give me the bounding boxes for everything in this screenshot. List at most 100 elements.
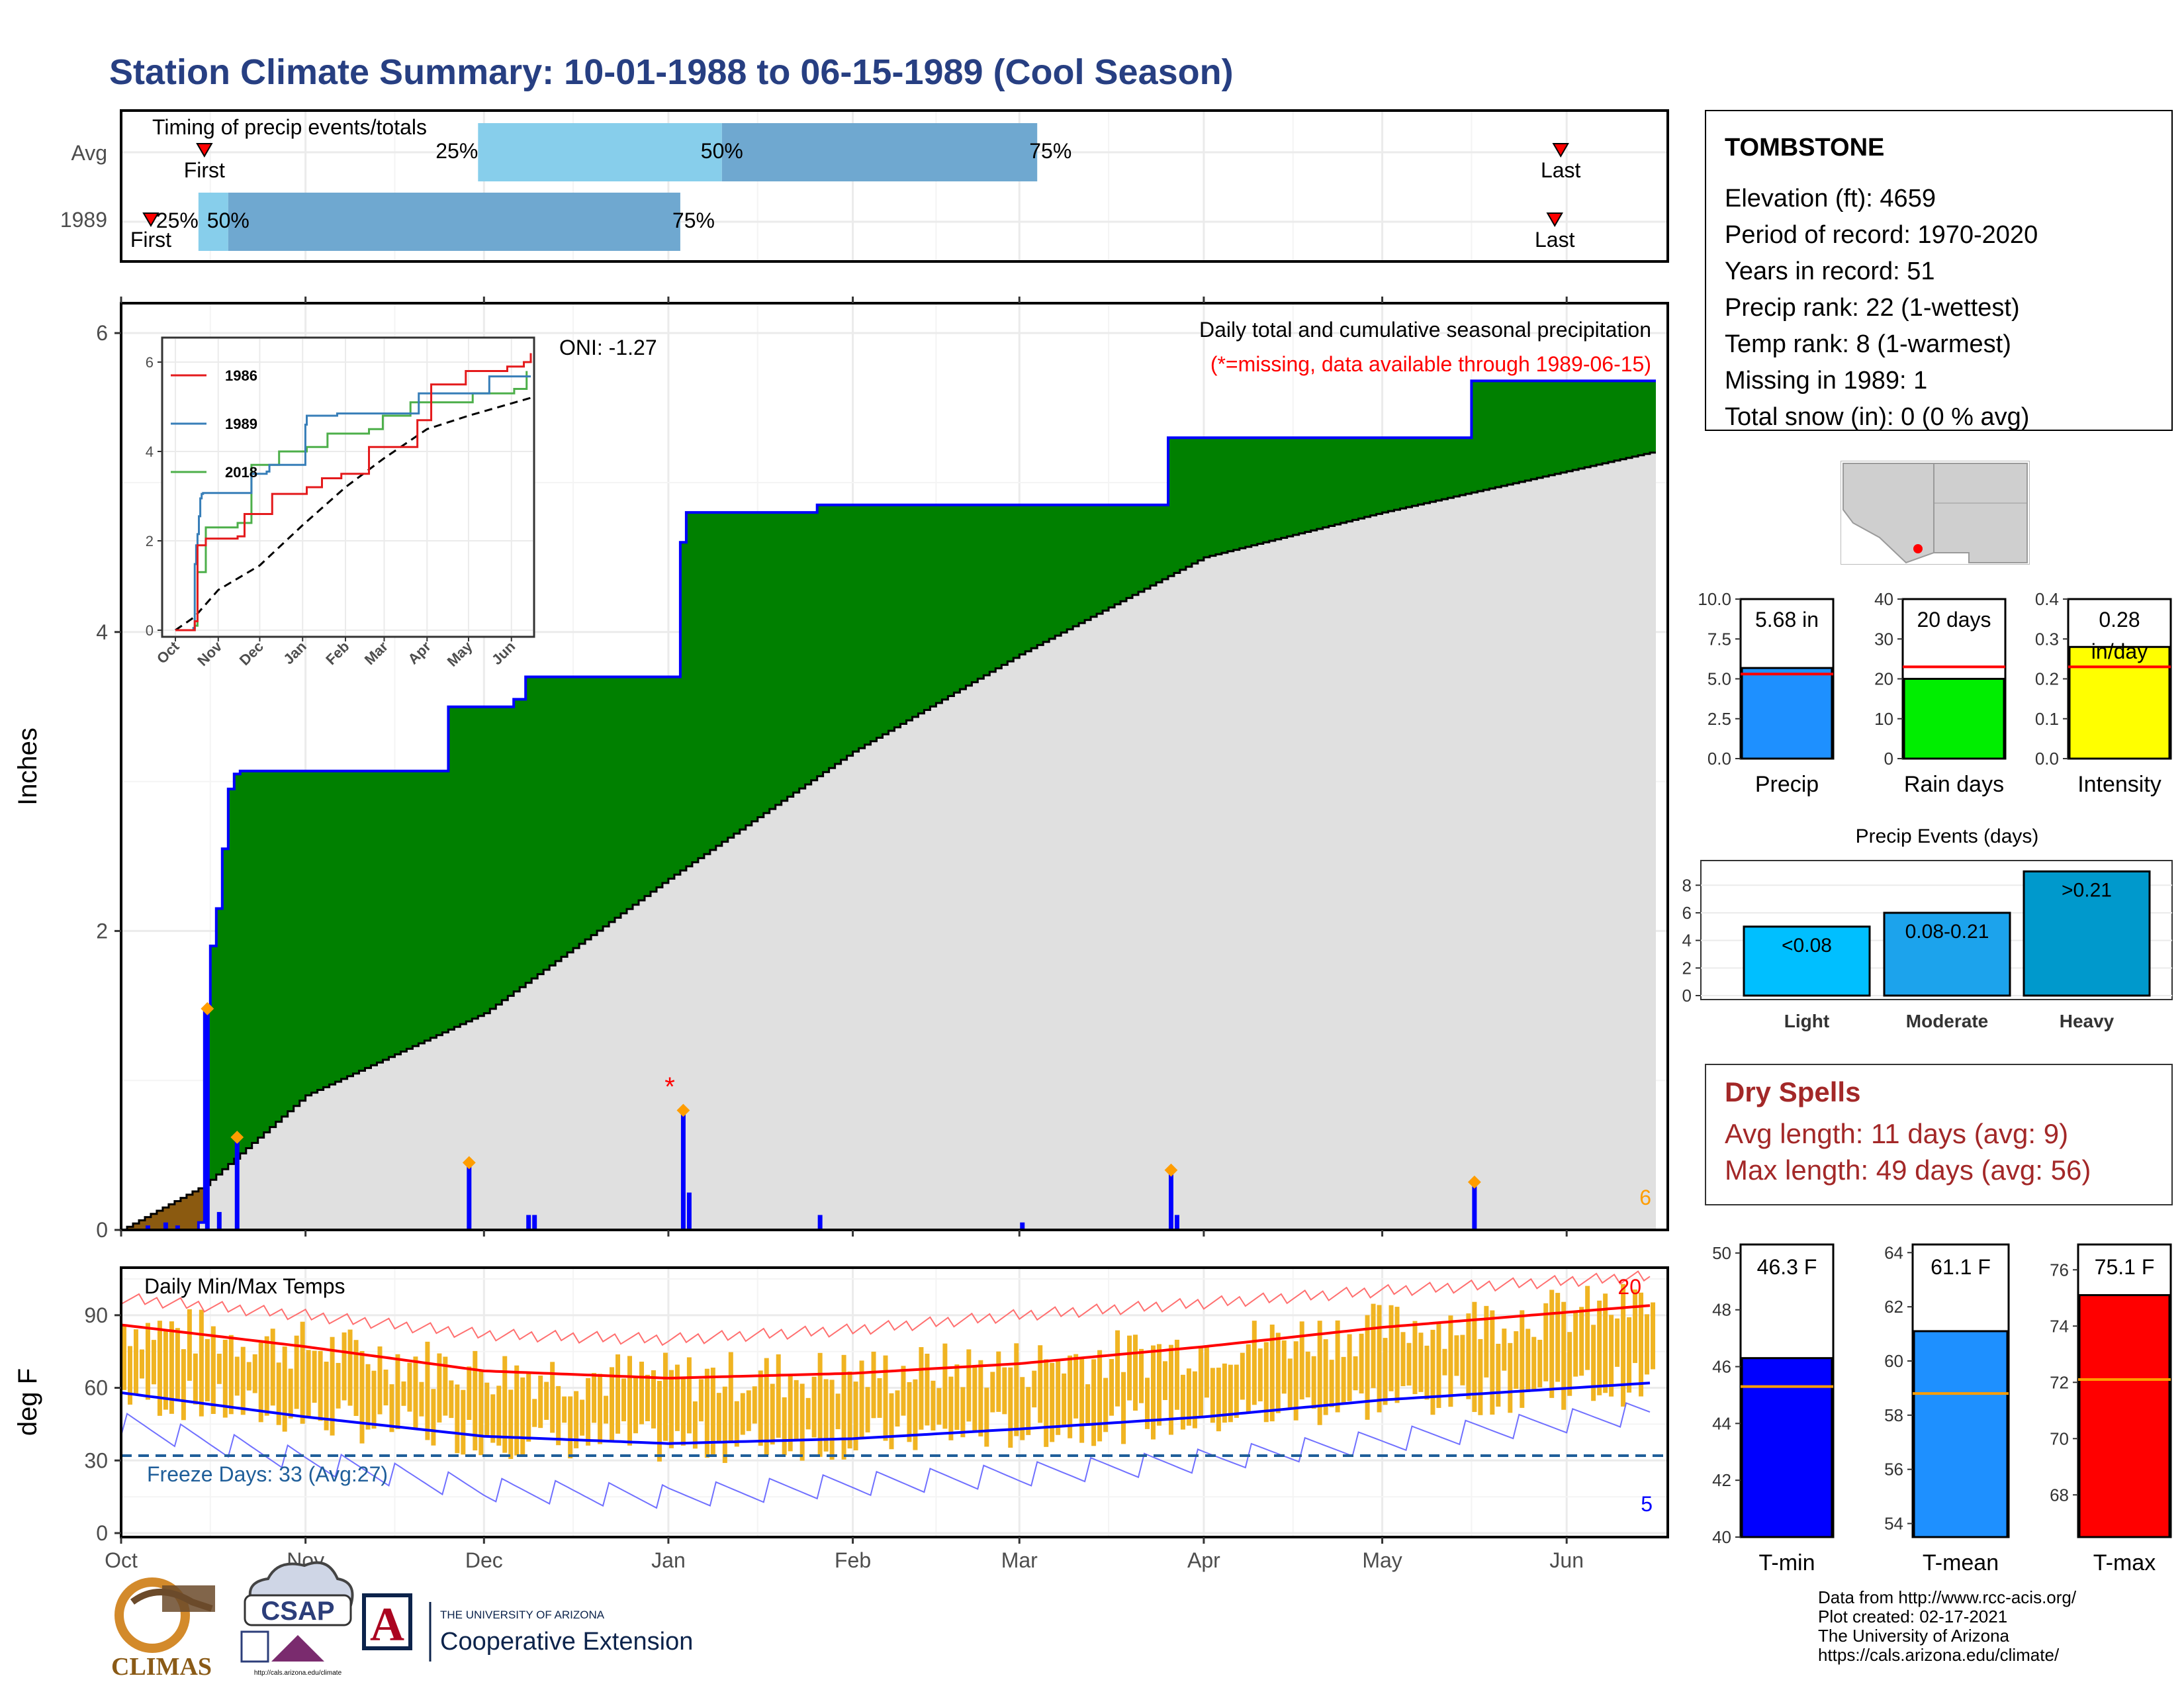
daily-precip-bar (234, 1137, 240, 1230)
daily-temp-bar (210, 1326, 216, 1414)
temp-xtick-label: Feb (835, 1548, 871, 1572)
timing-q50-label: 50% (207, 209, 250, 232)
daily-temp-bar (1377, 1305, 1382, 1413)
daily-temp-bar (592, 1373, 597, 1423)
daily-temp-bar (1347, 1334, 1352, 1401)
daily-temp-bar (710, 1368, 715, 1457)
station-locator-map (1841, 461, 2030, 565)
daily-temp-bar (1543, 1303, 1549, 1382)
daily-temp-bar (574, 1391, 579, 1448)
daily-temp-bar (282, 1346, 287, 1432)
first-event-label: First (184, 158, 225, 182)
daily-temp-bar (1335, 1320, 1340, 1413)
daily-temp-bar (1645, 1314, 1650, 1375)
daily-temp-bar (1062, 1373, 1067, 1426)
daily-temp-bar (1525, 1329, 1531, 1392)
daily-precip-bar (163, 1222, 168, 1230)
daily-temp-bar (1228, 1364, 1233, 1423)
csap-logo: CSAP http://cals.arizona.edu/climate (240, 1561, 354, 1677)
daily-temp-bar (966, 1349, 972, 1422)
events-bar (1743, 925, 1871, 997)
summary-bar-tick-label: 2.5 (1707, 709, 1731, 729)
daily-temp-bar (1263, 1342, 1269, 1423)
daily-temp-bar (1579, 1307, 1584, 1376)
daily-temp-bar (151, 1340, 156, 1385)
daily-temp-bar (330, 1336, 335, 1436)
ua-letter: A (370, 1598, 404, 1651)
daily-temp-bar (1436, 1321, 1441, 1408)
daily-temp-bar (443, 1356, 448, 1416)
summary-bar-name: Rain days (1904, 772, 2004, 797)
daily-temp-bar (954, 1364, 960, 1430)
precip-events-chart: Precip Events (days) 0 2 4 6 8 <0.08 Light 0.08… (1682, 825, 2173, 1031)
daily-temp-bar (1621, 1284, 1626, 1407)
daily-temp-bar (276, 1362, 281, 1425)
daily-temp-bar (484, 1382, 490, 1437)
daily-temp-bar (395, 1354, 400, 1429)
daily-temp-bar (318, 1350, 323, 1421)
daily-temp-bar (740, 1393, 745, 1435)
temp-summary-bar (2078, 1294, 2171, 1538)
daily-temp-bar (222, 1339, 228, 1418)
daily-temp-bar (1514, 1331, 1519, 1389)
dry-spells-box: Dry Spells Avg length: 11 days (avg: 9) … (1705, 1064, 2173, 1205)
daily-temp-bar (1305, 1351, 1310, 1397)
daily-temp-bar (1365, 1315, 1370, 1420)
temp-ytick-label: 60 (84, 1376, 108, 1400)
daily-temp-bar (1502, 1329, 1507, 1371)
inset-ytick-label: 0 (146, 622, 154, 639)
temp-summary-tick-label: 46 (1712, 1357, 1731, 1377)
daily-temp-bar (883, 1355, 888, 1441)
climas-text: CLIMAS (111, 1653, 212, 1681)
daily-temp-bar (978, 1360, 983, 1437)
events-bar (2023, 870, 2151, 997)
temp-xtick-label: Jun (1549, 1548, 1584, 1572)
timing-bar-q25-q50 (478, 123, 722, 181)
missing-marker: * (664, 1072, 675, 1102)
temp-ytick-label: 0 (96, 1521, 108, 1545)
temp-summary-tick-label: 60 (1884, 1351, 1903, 1371)
daily-temp-bar (1448, 1315, 1453, 1407)
last-event-label: Last (1535, 228, 1575, 252)
daily-precip-bar (205, 1008, 210, 1230)
daily-temp-bar (228, 1335, 234, 1415)
precip-panel-title: Daily total and cumulative seasonal prec… (1199, 318, 1651, 342)
daily-temp-bar (972, 1364, 978, 1431)
timing-title: Timing of precip events/totals (152, 115, 427, 139)
precip-ytick-label: 2 (96, 919, 108, 943)
daily-temp-bar (936, 1387, 942, 1425)
precip-surplus-area (121, 381, 1656, 1230)
daily-temp-bar (782, 1397, 787, 1456)
daily-temp-bar (133, 1329, 138, 1394)
daily-temp-bar (413, 1356, 418, 1430)
daily-temp-bar (1460, 1335, 1465, 1385)
temp-summary-bar (1741, 1357, 1833, 1538)
daily-temp-bar (461, 1389, 466, 1455)
daily-temp-bar (1383, 1338, 1388, 1405)
daily-temp-bar (853, 1382, 858, 1451)
daily-temp-bar (1400, 1332, 1406, 1386)
daily-precip-bar (467, 1162, 472, 1230)
events-category-label: Moderate (1906, 1011, 1988, 1031)
daily-temp-bar (240, 1346, 246, 1415)
inset-legend-label: 1989 (225, 416, 257, 432)
temp-summary-tick-label: 76 (2050, 1260, 2069, 1280)
daily-temp-bar (680, 1378, 686, 1446)
daily-temp-bar (300, 1321, 305, 1424)
events-bar-label: <0.08 (1782, 935, 1832, 957)
daily-temp-bar (1174, 1339, 1179, 1410)
station-elevation: Elevation (ft): 4659 (1725, 185, 1936, 212)
daily-temp-bar (193, 1353, 198, 1405)
daily-temp-bar (216, 1353, 222, 1384)
events-ytick-label: 2 (1682, 958, 1692, 978)
temp-ylabel: deg F (13, 1368, 42, 1436)
daily-temp-bar (1050, 1362, 1055, 1442)
daily-temp-bar (234, 1356, 240, 1396)
timing-row-label-avg: Avg (71, 141, 107, 165)
temp-ytick-label: 30 (84, 1448, 108, 1472)
temperature-summary-bars: 40 42 44 46 48 50 46.3 F T-min 54 56 58 60 62 64 61.1 … (1712, 1243, 2172, 1575)
temp-summary-tick-label: 42 (1712, 1470, 1731, 1490)
daily-temp-bar (1537, 1339, 1543, 1387)
daily-temp-bar (948, 1376, 954, 1440)
daily-temp-bar (633, 1376, 638, 1434)
